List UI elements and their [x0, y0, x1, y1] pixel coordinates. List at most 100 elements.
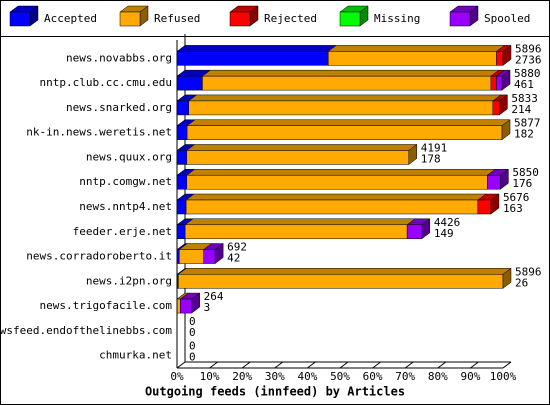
legend-swatch	[119, 11, 141, 27]
x-tick-label: 20%	[232, 370, 252, 383]
bar-side	[501, 119, 511, 141]
bar-side	[490, 193, 500, 215]
bar-side	[502, 267, 512, 289]
legend-swatch	[339, 11, 361, 27]
x-tick-label: 60%	[363, 370, 383, 383]
legend-label: Missing	[374, 12, 420, 25]
bar-top	[186, 144, 418, 151]
bar	[179, 249, 204, 264]
offered-label: 5833	[511, 92, 538, 105]
category-label: news.trigofacile.com	[40, 299, 173, 312]
bar	[202, 75, 492, 91]
offered-label: 0	[189, 340, 196, 353]
bar	[180, 298, 192, 314]
bar-side	[500, 168, 509, 190]
bar-side	[191, 292, 200, 314]
bar	[176, 75, 203, 91]
bar	[496, 75, 503, 91]
offered-label: 5877	[514, 117, 541, 130]
bar	[176, 150, 188, 165]
offered-label: 5896	[515, 265, 542, 278]
bar	[176, 174, 188, 190]
x-tick-label: 100%	[490, 370, 517, 383]
offered-label: 5880	[514, 67, 541, 80]
category-label: nk-in.news.weretis.net	[26, 126, 172, 139]
accepted-label: 0	[189, 351, 196, 364]
bar	[178, 274, 504, 289]
x-tick-label: 30%	[265, 370, 285, 383]
x-tick-label: 80%	[428, 370, 448, 383]
offered-label: 0	[189, 315, 196, 328]
category-label: news.snarked.org	[66, 101, 172, 114]
accepted-label: 26	[515, 276, 528, 289]
bar-side	[499, 94, 508, 116]
bar-top	[184, 218, 416, 226]
x-tick	[209, 361, 218, 369]
accepted-label: 149	[434, 227, 454, 240]
bar	[490, 75, 497, 91]
accepted-label: 182	[514, 128, 534, 141]
x-tick	[372, 361, 381, 369]
bar	[487, 174, 501, 190]
accepted-label: 42	[227, 252, 240, 265]
x-tick	[470, 361, 479, 369]
bar	[176, 199, 187, 215]
x-tick	[339, 361, 349, 369]
bar	[188, 100, 494, 116]
category-label: news.corradoroberto.it	[26, 250, 172, 263]
category-label: news.novabbs.org	[66, 51, 172, 64]
bar	[185, 199, 479, 215]
accepted-label: 3	[204, 301, 211, 314]
x-tick-label: 90%	[460, 370, 480, 383]
bar-top	[186, 119, 511, 126]
legend-label: Accepted	[44, 12, 97, 25]
offered-label: 264	[204, 290, 224, 303]
bar-side	[408, 143, 418, 165]
x-tick	[176, 361, 186, 369]
accepted-label: 0	[189, 326, 196, 339]
x-tick	[241, 361, 251, 369]
x-tick	[404, 361, 414, 369]
accepted-label: 214	[511, 103, 531, 116]
bar	[477, 199, 492, 215]
bar	[328, 51, 497, 66]
legend-swatch	[229, 11, 251, 27]
bar-top	[176, 45, 338, 52]
category-label: newsfeed.endofthelinebbs.com	[0, 324, 172, 337]
legend-swatch	[449, 11, 471, 27]
bar-top	[186, 168, 497, 176]
x-tick-label: 70%	[395, 370, 415, 383]
bar	[186, 150, 410, 165]
category-label: nntp.club.cc.cmu.edu	[40, 76, 172, 89]
bar-side	[502, 44, 512, 66]
accepted-label: 178	[421, 152, 441, 165]
x-tick-label: 0%	[170, 370, 184, 383]
bar	[406, 224, 423, 240]
x-tick-label: 50%	[330, 370, 350, 383]
x-tick-label: 10%	[200, 370, 220, 383]
category-label: feeder.erje.net	[73, 225, 172, 238]
bar-top	[327, 45, 506, 52]
bar-side	[501, 69, 511, 91]
bar	[184, 224, 408, 240]
bar-side	[214, 243, 224, 265]
bar	[186, 125, 503, 140]
x-tick	[274, 361, 284, 369]
category-label: news.i2pn.org	[86, 274, 172, 287]
chart-title: Outgoing feeds (innfeed) by Articles	[145, 385, 405, 399]
bar	[176, 100, 189, 116]
category-label: news.nntp4.net	[79, 200, 172, 213]
accepted-label: 461	[514, 78, 534, 91]
offered-label: 692	[227, 241, 247, 254]
offered-label: 4426	[434, 216, 461, 229]
bar	[186, 174, 488, 190]
legend-label: Rejected	[264, 12, 317, 25]
offered-label: 5896	[515, 42, 542, 55]
legend-label: Spooled	[484, 12, 530, 25]
accepted-label: 176	[512, 177, 532, 190]
bar-top	[177, 268, 512, 275]
x-tick-label: 40%	[297, 370, 317, 383]
x-tick	[502, 361, 512, 369]
bar-top	[201, 69, 500, 77]
